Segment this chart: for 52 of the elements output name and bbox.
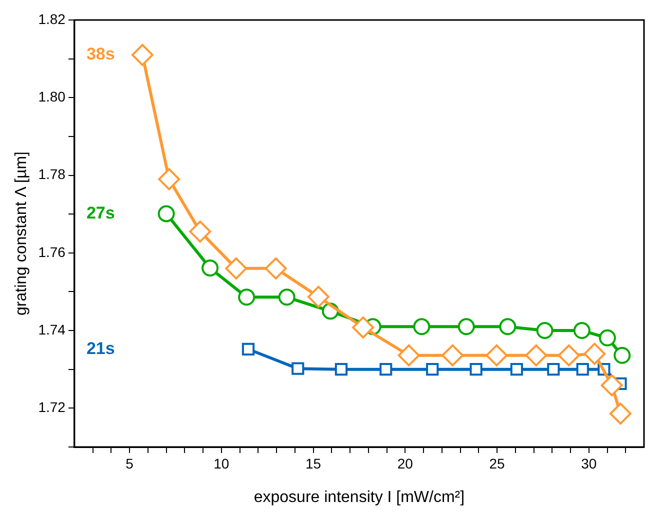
point [278,288,296,306]
x-tick-label: 5 [126,455,134,472]
point [131,44,154,66]
point [558,344,580,366]
point [158,205,175,222]
x-axis-title: exposure intensity I [mW/cm²] [254,488,465,506]
x-tick-label: 30 [581,455,597,472]
point [442,344,464,366]
y-tick-label: 1.80 [38,88,66,104]
text: 27s [86,203,115,222]
point [225,257,248,280]
y-tick-label: 1.72 [38,399,66,416]
point [470,363,482,376]
point [426,363,439,376]
x-tick-label: 15 [306,455,322,472]
point [380,363,392,376]
point [584,342,606,365]
x-tick-label: 20 [397,455,414,472]
y-axis-title: grating constant Λ [µm] [13,152,30,316]
y-tick-label: 1.76 [38,244,66,260]
point [242,342,255,356]
x-tick-label: 10 [214,455,230,472]
point [598,329,616,346]
point [307,286,330,308]
point [238,288,256,306]
point [525,344,548,366]
point [547,363,560,376]
series-label: 38s [86,44,115,64]
point [486,344,508,366]
point [158,168,180,190]
y-tick-label: 1.78 [38,166,66,182]
y-tick-label: 1.82 [38,10,66,27]
point [536,322,554,340]
point [576,363,589,376]
point [600,374,623,396]
point [202,260,219,277]
x-tick-label: 25 [489,455,506,472]
point [609,402,632,425]
point [510,363,523,376]
point [352,316,374,338]
point [573,322,590,340]
point [264,257,287,280]
y-tick-label: 1.74 [38,321,66,338]
point [292,362,304,375]
text: 21s [86,338,115,358]
point [499,318,516,336]
point [413,318,430,336]
point [614,346,631,364]
point [334,363,348,376]
point [189,220,212,243]
point [458,318,475,336]
point [398,344,420,366]
